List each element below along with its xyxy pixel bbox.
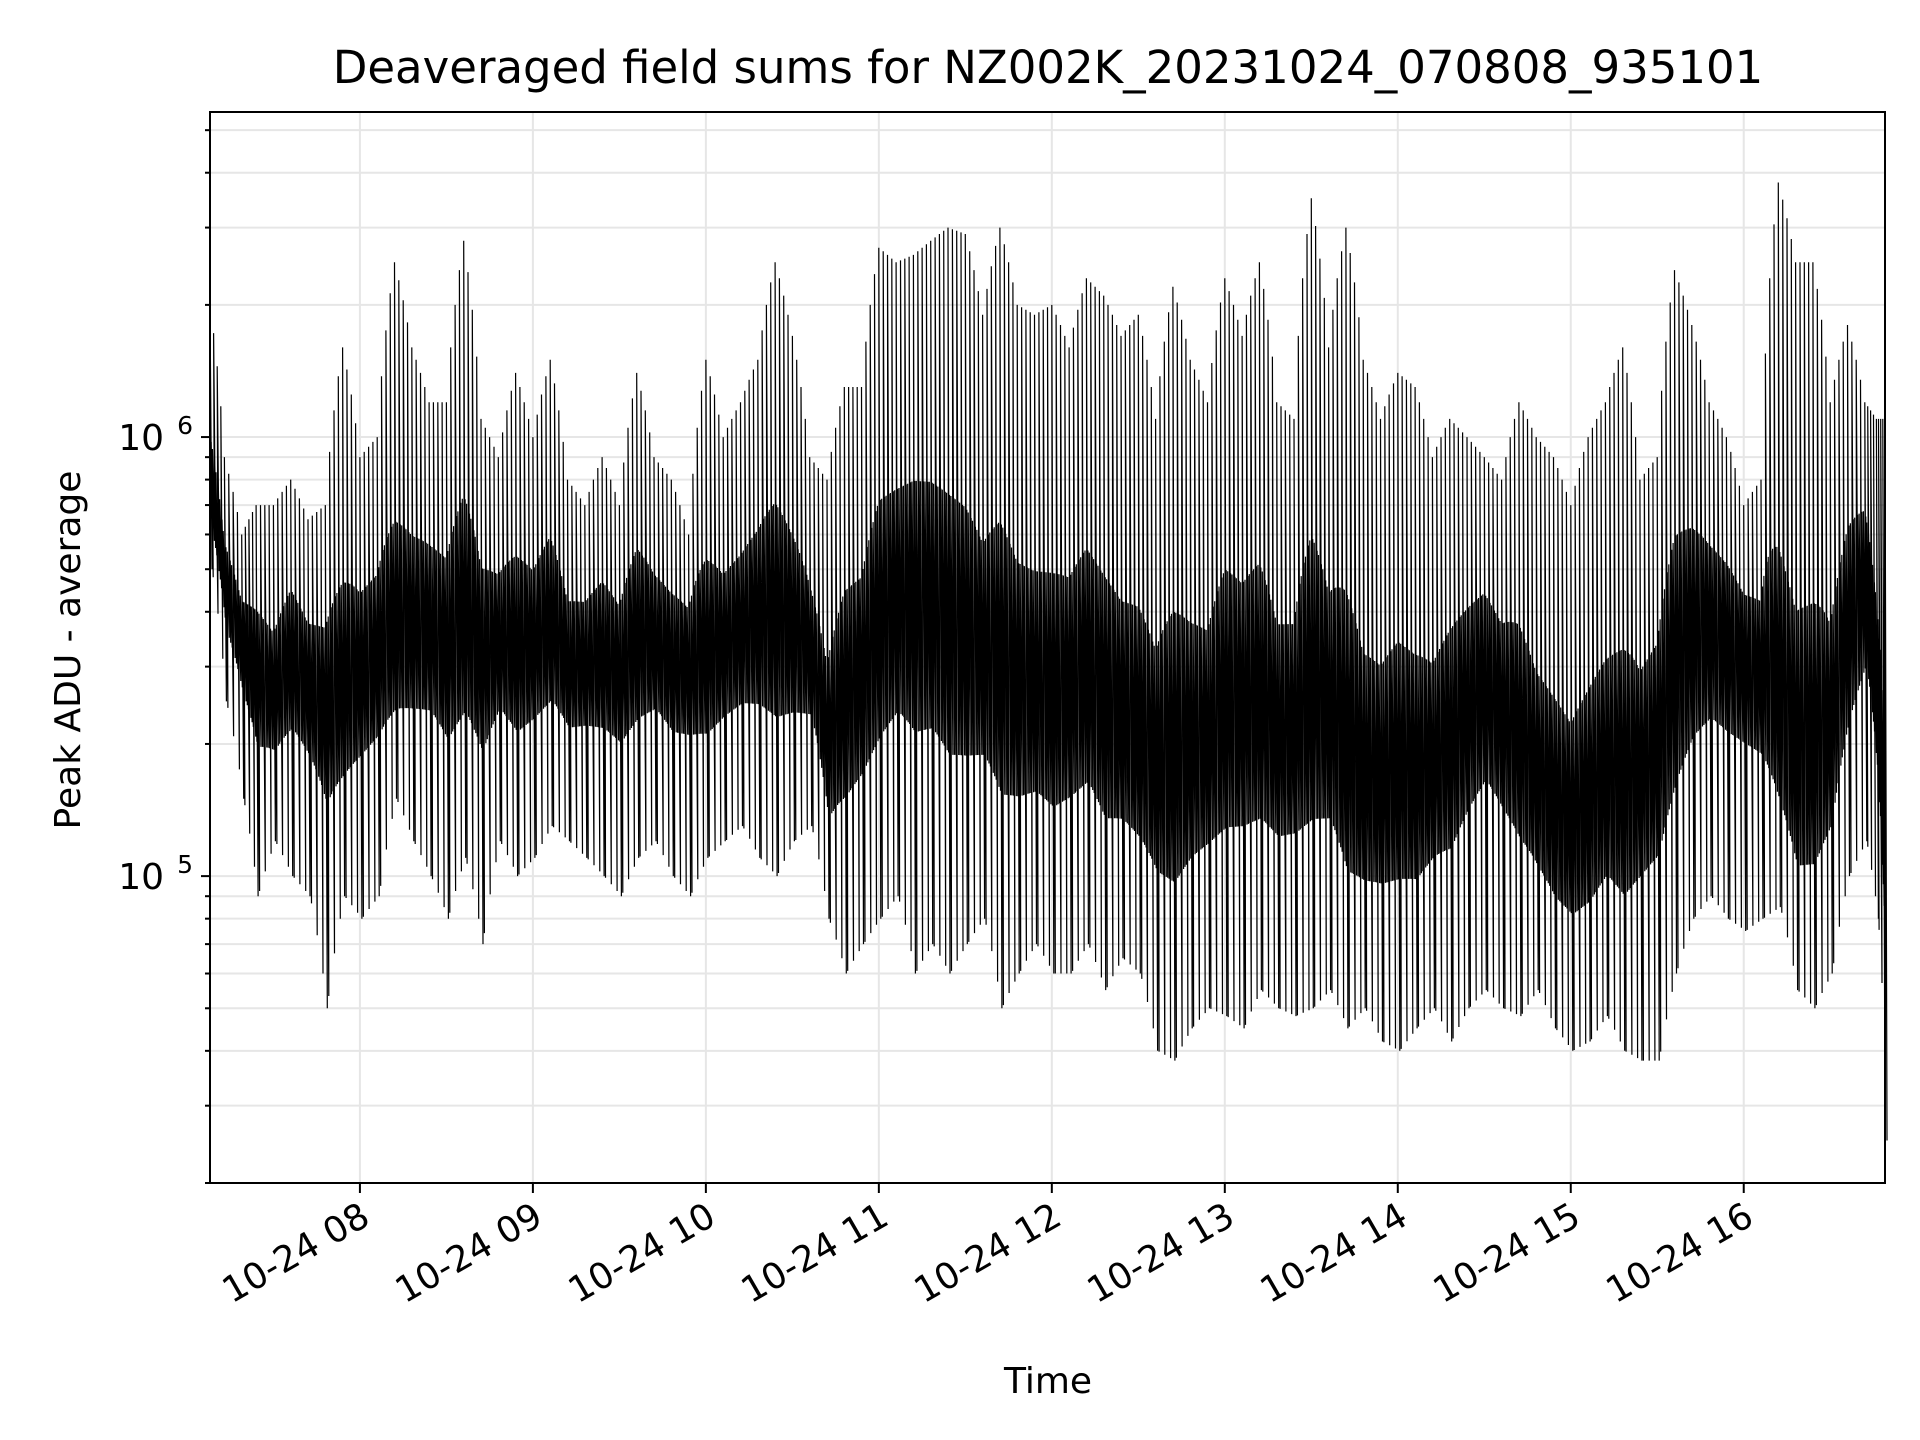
chart-title: Deaveraged field sums for NZ002K_2023102… (333, 41, 1764, 94)
y-tick-label: 10 (118, 418, 164, 459)
y-tick-label-exponent: 6 (177, 411, 193, 440)
plot-frame (209, 111, 1886, 1184)
y-tick-label-exponent: 5 (177, 850, 193, 879)
x-axis-label: Time (1003, 1361, 1092, 1402)
series-line (209, 182, 1888, 1141)
y-axis-label: Peak ADU - average (48, 471, 89, 830)
y-tick-label: 10 (118, 857, 164, 898)
series-group (209, 182, 1888, 1141)
series-layer (209, 182, 1888, 1141)
